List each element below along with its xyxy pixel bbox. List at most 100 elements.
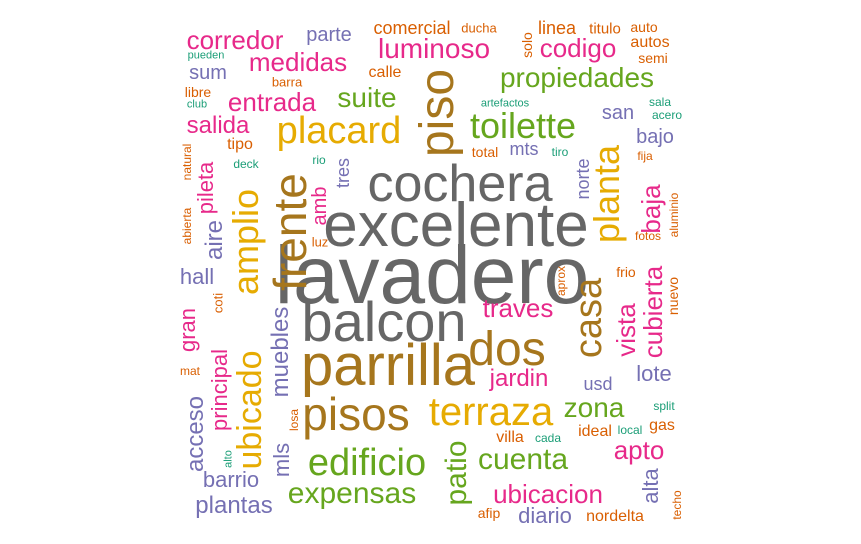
word-club: club <box>186 98 208 111</box>
word-ubicado: ubicado <box>231 350 269 470</box>
word-mls: mls <box>269 442 294 478</box>
word-sum: sum <box>189 62 227 84</box>
word-barra: barra <box>271 74 303 90</box>
word-auto: auto <box>630 19 658 35</box>
word-mat: mat <box>179 364 201 378</box>
word-cuenta: cuenta <box>477 443 569 476</box>
word-parrilla: parrilla <box>300 333 476 398</box>
word-alto: alto <box>222 450 235 468</box>
word-cada: cada <box>534 431 562 445</box>
word-pueden: pueden <box>187 49 225 62</box>
word-parte: parte <box>306 24 352 46</box>
word-alta: alta <box>638 468 663 504</box>
word-semi: semi <box>638 50 668 66</box>
word-mts: mts <box>509 139 539 159</box>
word-suite: suite <box>337 82 397 113</box>
word-villa: villa <box>496 429 524 446</box>
word-expensas: expensas <box>287 477 417 510</box>
word-corredor: corredor <box>186 25 284 55</box>
word-ideal: ideal <box>578 423 612 440</box>
word-amb: amb <box>309 186 331 226</box>
word-toilette: toilette <box>469 105 577 146</box>
word-local: local <box>617 423 643 437</box>
word-baja: baja <box>636 184 666 234</box>
word-libre: libre <box>184 84 212 100</box>
word-hall: hall <box>179 264 215 289</box>
word-natural: natural <box>180 143 194 181</box>
word-luminoso: luminoso <box>377 33 491 64</box>
word-ubicacion: ubicacion <box>493 479 603 509</box>
word-propiedades: propiedades <box>499 62 655 93</box>
word-jardin: jardin <box>489 365 549 392</box>
word-patio: patio <box>440 440 473 506</box>
word-aluminio: aluminio <box>667 192 681 238</box>
word-ducha: ducha <box>461 20 497 36</box>
word-excelente: excelente <box>323 191 589 260</box>
word-edificio: edificio <box>307 442 427 484</box>
word-barrio: barrio <box>202 467 260 492</box>
word-techo: techo <box>670 490 684 520</box>
word-acero: acero <box>651 108 683 122</box>
word-principal: principal <box>207 349 232 431</box>
word-pileta: pileta <box>193 161 218 215</box>
word-total: total <box>471 144 499 160</box>
word-split: split <box>653 399 675 413</box>
word-rio: rio <box>312 153 326 167</box>
word-fija: fija <box>637 149 653 163</box>
word-autos: autos <box>630 34 670 51</box>
word-muebles: muebles <box>267 306 294 398</box>
word-afip: afip <box>477 505 501 521</box>
word-codigo: codigo <box>539 33 617 63</box>
word-traves: traves <box>482 293 554 323</box>
word-luz: luz <box>311 234 329 250</box>
word-gas: gas <box>649 417 675 434</box>
word-cochera: cochera <box>367 155 553 213</box>
word-linea: linea <box>537 18 577 38</box>
word-lote: lote <box>636 361 672 386</box>
word-nordelta: nordelta <box>586 508 644 525</box>
word-salida: salida <box>186 112 250 139</box>
word-terraza: terraza <box>428 390 554 434</box>
word-entrada: entrada <box>227 87 317 117</box>
word-medidas: medidas <box>248 47 348 77</box>
word-calle: calle <box>368 64 402 81</box>
word-tres: tres <box>333 157 353 189</box>
word-plantas: plantas <box>195 492 273 519</box>
word-tipo: tipo <box>227 136 253 153</box>
word-norte: norte <box>573 158 593 200</box>
word-usd: usd <box>583 374 613 394</box>
word-aprox: aprox <box>554 265 568 297</box>
word-pisos: pisos <box>302 388 410 440</box>
word-cubierta: cubierta <box>638 265 668 359</box>
word-tiro: tiro <box>551 145 569 159</box>
word-losa: losa <box>287 408 301 432</box>
word-frio: frio <box>616 264 636 280</box>
word-abierta: abierta <box>180 207 194 245</box>
word-acceso: acceso <box>182 395 209 473</box>
word-amplio: amplio <box>225 188 266 296</box>
word-balcon: balcon <box>301 290 467 353</box>
word-gran: gran <box>175 307 200 353</box>
word-aire: aire <box>201 219 228 261</box>
word-artefactos: artefactos <box>480 97 530 110</box>
word-planta: planta <box>586 144 627 244</box>
word-fotos: fotos <box>634 229 662 243</box>
word-apto: apto <box>613 435 665 465</box>
word-zona: zona <box>563 392 625 423</box>
word-deck: deck <box>233 157 259 171</box>
word-san: san <box>601 102 635 124</box>
word-comercial: comercial <box>373 18 451 38</box>
word-placard: placard <box>276 110 402 152</box>
word-titulo: titulo <box>589 20 621 38</box>
word-nuevo: nuevo <box>665 276 681 316</box>
word-diario: diario <box>518 503 572 528</box>
word-casa: casa <box>568 277 610 359</box>
word-solo: solo <box>519 32 535 58</box>
word-dos: dos <box>468 323 546 376</box>
word-sala: sala <box>648 95 672 109</box>
word-piso: piso <box>411 68 464 158</box>
word-vista: vista <box>611 303 641 357</box>
word-lavadero: lavadero <box>274 230 590 321</box>
word-frente: frente <box>264 173 316 291</box>
